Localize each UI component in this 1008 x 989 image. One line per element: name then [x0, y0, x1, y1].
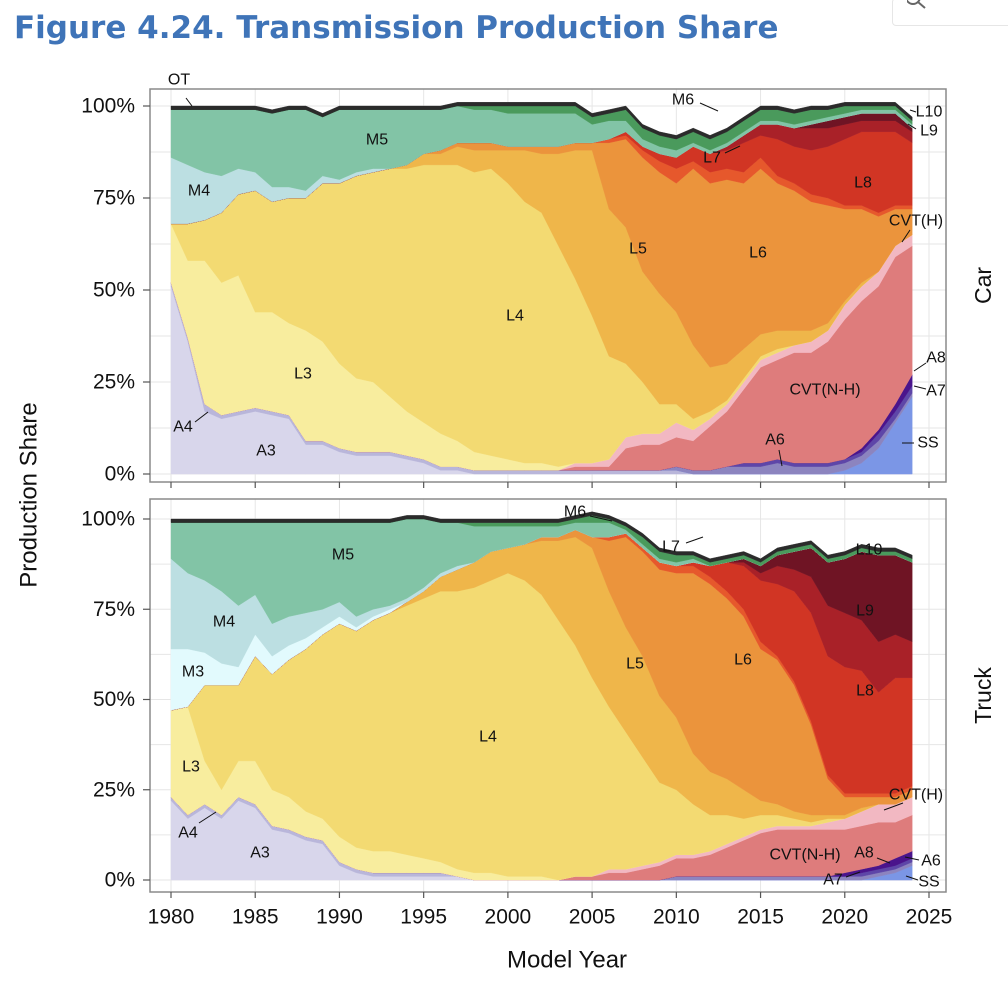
- y-tick-label: 50%: [93, 688, 135, 711]
- area-label-cvt-n-h-: CVT(N-H): [769, 847, 840, 864]
- area-label-m5: M5: [366, 132, 388, 149]
- panel-car: Car 0% 25% 50% 75% 100% OT M6 L10 L9 M5 L7 L8 M4 CVT(H…: [81, 72, 1008, 488]
- area-label-a3: A3: [250, 845, 270, 862]
- area-label-l8: L8: [856, 683, 874, 700]
- area-label-a8: A8: [926, 350, 946, 367]
- area-label-l3: L3: [294, 366, 312, 383]
- x-tick-label: 1985: [232, 906, 279, 929]
- leader-line-a4: [198, 811, 217, 824]
- area-label-l10: L10: [916, 104, 943, 121]
- y-tick-label: 25%: [93, 778, 135, 801]
- area-label-m4: M4: [213, 614, 235, 631]
- area-label-l7: L7: [703, 150, 721, 167]
- figure-title: Figure 4.24. Transmission Production Sha…: [14, 10, 779, 46]
- x-tick-label: 2015: [737, 906, 784, 929]
- area-label-a7: A7: [926, 383, 946, 400]
- area-label-m4: M4: [188, 183, 210, 200]
- x-tick-label: 2020: [821, 906, 868, 929]
- area-label-l10: L10: [856, 542, 883, 559]
- x-tick-label: 2000: [485, 906, 532, 929]
- leader-line-a7: [845, 871, 861, 878]
- x-axis-title: Model Year: [507, 947, 627, 974]
- leader-line-a7: [913, 385, 927, 390]
- area-label-a8: A8: [854, 845, 874, 862]
- leader-line-ot: [185, 97, 193, 107]
- leader-line-a6: [904, 856, 920, 861]
- leader-line-l10: [909, 109, 917, 113]
- area-label-l5: L5: [629, 241, 647, 258]
- area-label-l4: L4: [506, 308, 524, 325]
- area-label-a4: A4: [178, 825, 198, 842]
- facet-label-truck: Truck: [970, 667, 996, 724]
- area-label-l9: L9: [856, 603, 874, 620]
- search-icon: [907, 0, 926, 9]
- leader-line-l7: [685, 536, 704, 544]
- leader-line-cvt-h-: [901, 229, 911, 243]
- y-tick-label: 100%: [81, 508, 135, 531]
- area-label-l5: L5: [626, 656, 644, 673]
- facet-strip: [949, 89, 1008, 482]
- leader-line-m6: [589, 515, 613, 522]
- area-label-l9: L9: [920, 123, 938, 140]
- area-label-a7: A7: [823, 872, 843, 889]
- area-ot: [170, 102, 913, 140]
- area-label-cvt-n-h-: CVT(N-H): [789, 382, 860, 399]
- leader-line-ss: [905, 875, 919, 881]
- plot-border: [149, 88, 947, 483]
- leader-line-a8: [876, 857, 891, 864]
- area-label-ss: SS: [918, 874, 939, 891]
- y-tick-label: 0%: [105, 463, 135, 486]
- area-label-ot: OT: [168, 72, 190, 89]
- facet-label-car: Car: [970, 267, 996, 304]
- y-tick-label: 25%: [93, 371, 135, 394]
- y-tick-label: 75%: [93, 598, 135, 621]
- x-tick-label: 2005: [569, 906, 616, 929]
- leader-line-a6: [778, 449, 783, 467]
- x-tick-label: 2010: [653, 906, 700, 929]
- leader-line-l9: [907, 123, 917, 130]
- area-label-m6: M6: [564, 504, 586, 521]
- area-label-a3: A3: [256, 443, 276, 460]
- x-tick-label: 1980: [148, 906, 195, 929]
- area-label-l3: L3: [182, 759, 200, 776]
- area-label-ss: SS: [917, 435, 938, 452]
- area-label-a6: A6: [765, 432, 785, 449]
- y-tick-label: 100%: [81, 95, 135, 118]
- area-label-m6: M6: [672, 92, 694, 109]
- facet-strip: [949, 499, 1008, 892]
- y-tick-label: 75%: [93, 187, 135, 210]
- search-box[interactable]: [892, 0, 1008, 26]
- leader-line-a4: [194, 411, 209, 423]
- y-tick-label: 0%: [105, 869, 135, 892]
- leader-line-cvt-h-: [883, 802, 904, 811]
- area-label-cvt-h-: CVT(H): [889, 787, 943, 804]
- area-label-m3: M3: [182, 664, 204, 681]
- area-ot: [170, 511, 913, 563]
- x-tick-label: 1995: [400, 906, 447, 929]
- area-label-l4: L4: [479, 729, 497, 746]
- y-tick-label: 50%: [93, 279, 135, 302]
- leader-line-m6: [699, 102, 719, 112]
- area-label-l7: L7: [662, 539, 680, 556]
- plot-border: [149, 498, 947, 893]
- area-label-a6: A6: [921, 853, 941, 870]
- leader-line-a8: [913, 362, 927, 372]
- panel-truck: Truck 0% 25% 50% 75% 100% M6 L7 M5 L10 M4 L9 M3 L5 L6 L…: [81, 498, 1008, 898]
- x-tick-label: 1990: [316, 906, 363, 929]
- area-label-l6: L6: [734, 652, 752, 669]
- x-tick-label: 2025: [906, 906, 953, 929]
- leader-line-l7: [724, 145, 741, 154]
- area-label-a4: A4: [173, 419, 193, 436]
- area-label-l8: L8: [854, 175, 872, 192]
- y-axis-title: Production Share: [16, 402, 43, 587]
- area-label-cvt-h-: CVT(H): [889, 213, 943, 230]
- area-label-l6: L6: [749, 245, 767, 262]
- area-label-m5: M5: [332, 547, 354, 564]
